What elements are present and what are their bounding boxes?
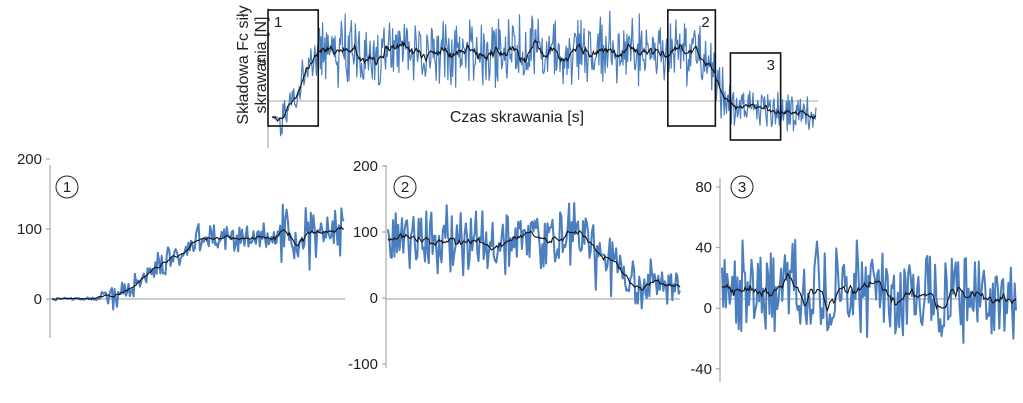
zoom3-tick-label-2: 40 (695, 240, 712, 257)
overview-trend-series (272, 38, 817, 123)
zoom2-label: 2 (401, 179, 409, 196)
overview-chart: Składowa Fc siły skrawania [N] 94 Czas s… (235, 5, 818, 148)
zoom3-signal-series (721, 238, 1017, 344)
zoom2-yticks: -100 0 100 200 (348, 158, 386, 373)
zoom1-yticks: 0 100 200 (17, 151, 50, 308)
zoom3-tick-label-0: -40 (690, 361, 712, 378)
zoom1-tick-label-2: 200 (17, 151, 42, 168)
overview-region-label-3: 3 (767, 57, 775, 74)
zoom2-tick-label-2: 100 (353, 224, 378, 241)
zoom-chart-1: 0 100 200 1 (17, 151, 345, 338)
zoom1-tick-label-1: 100 (17, 221, 42, 238)
overview-region-box-2 (667, 9, 717, 127)
zoom3-label: 3 (738, 179, 746, 196)
overview-trend-line (272, 38, 817, 123)
zoom3-label-circle (730, 175, 754, 199)
zoom1-trend-series (51, 225, 344, 300)
zoom-chart-3: -40 0 40 80 3 (690, 175, 1017, 382)
zoom2-label-circle (393, 175, 417, 199)
overview-xlabel: Czas skrawania [s] (450, 109, 584, 126)
zoom2-signal-line (387, 202, 681, 310)
zoom1-signal-series (51, 203, 345, 311)
overview-region-label-1: 1 (274, 14, 282, 31)
overview-region-box-1 (267, 9, 320, 127)
zoom2-trend-series (387, 229, 681, 292)
zoom1-trend-line (51, 225, 344, 300)
zoom1-signal-line (51, 203, 345, 311)
overview-ylabel-line2: skrawania [N] (253, 17, 270, 114)
zoom3-trend-series (721, 272, 1017, 313)
overview-region-label-2: 2 (701, 14, 709, 31)
overview-ylabel-line1: Składowa Fc siły (235, 5, 252, 124)
zoom3-tick-label-1: 0 (704, 300, 712, 317)
zoom3-yticks: -40 0 40 80 (690, 179, 720, 378)
zoom2-signal-series (387, 202, 681, 310)
overview-ytick-label: 94 (257, 57, 266, 66)
zoom3-trend-line (721, 272, 1017, 313)
zoom2-trend-line (387, 229, 681, 292)
zoom1-label: 1 (63, 179, 71, 196)
zoom2-tick-label-3: 200 (353, 158, 378, 175)
zoom1-tick-label-0: 0 (34, 291, 42, 308)
zoom3-tick-label-3: 80 (695, 179, 712, 196)
zoom2-tick-label-0: -100 (348, 356, 378, 373)
zoom2-tick-label-1: 0 (370, 290, 378, 307)
overview-regions: 1 2 3 (267, 9, 782, 141)
zoom-chart-2: -100 0 100 200 2 (348, 158, 681, 373)
zoom3-signal-line (721, 238, 1017, 344)
zoom1-label-circle (55, 175, 79, 199)
overview-region-box-3 (729, 52, 782, 141)
